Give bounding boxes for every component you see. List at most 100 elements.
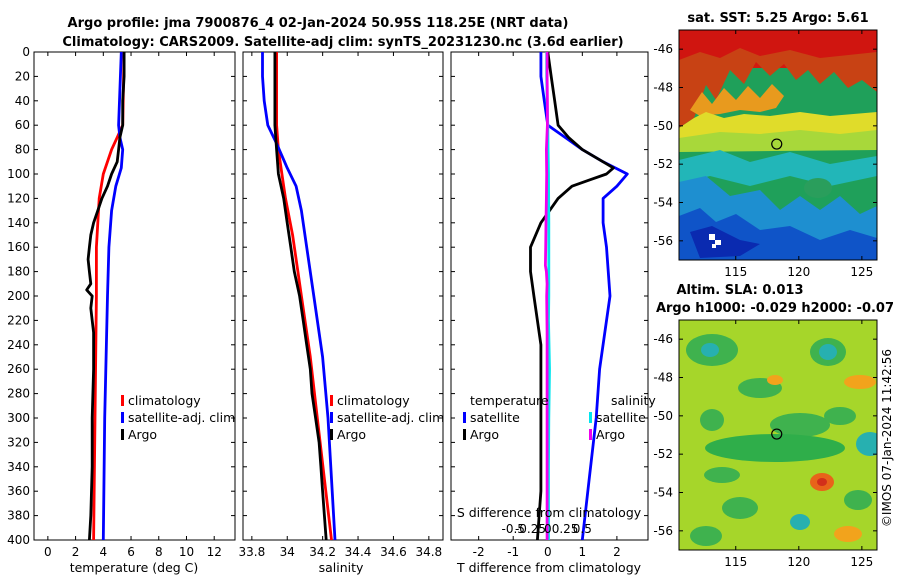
depth-tick-label: 220 (7, 313, 30, 327)
legend-label: Argo (128, 427, 157, 442)
sst-map-ticks: -46 -48 -50 -52 -54 -56 115 120 125 (653, 30, 877, 279)
salinity-depth-ticks (243, 51, 443, 541)
depth-tick-label: 280 (7, 387, 30, 401)
map-lat-tick-label: -46 (653, 42, 673, 56)
sla-map-frame (678, 319, 878, 551)
depth-tick-label: 140 (7, 216, 30, 230)
x-tick-label: 34.4 (345, 545, 372, 559)
temperature-series (85, 51, 126, 541)
sla-map-title-line1: Altim. SLA: 0.013 (677, 283, 804, 298)
series-line-climatology (275, 52, 333, 541)
salinity-xlabel: salinity (319, 560, 364, 575)
depth-tick-label: 300 (7, 411, 30, 425)
legend-temperature-title: temperature (470, 393, 549, 408)
legend-label: satellite (470, 410, 520, 425)
depth-tick-label: 120 (7, 191, 30, 205)
map-lat-tick-label: -56 (653, 234, 673, 248)
difference-depth-ticks (451, 51, 648, 541)
x-tick-label: 8 (155, 545, 163, 559)
legend-swatch (330, 429, 333, 440)
legend-label: Argo (596, 427, 625, 442)
x-tick-label: 34.6 (380, 545, 407, 559)
x-tick-label: 34.8 (415, 545, 442, 559)
imos-watermark: ©IMOS 07-Jan-2024 11:42:56 (880, 349, 894, 527)
salinity-panel: 33.8 34 34.2 34.4 34.6 34.8 salinity climatol… (238, 51, 444, 575)
sst-map-image (679, 30, 877, 260)
difference-panel: -2 -1 0 1 2 S difference from climatology -0… (450, 51, 656, 575)
x-tick-label: 34 (280, 545, 295, 559)
depth-tick-label: 260 (7, 362, 30, 376)
salinity-difference-ticks: -0.5-0.250 0.250.5 (501, 522, 591, 536)
sla-map-image (679, 320, 877, 550)
depth-tick-label: 320 (7, 435, 30, 449)
difference-x-ticks: -2 -1 0 1 2 (473, 52, 621, 559)
salinity-difference-tick-label: 0.25 (552, 522, 579, 536)
map-lon-tick-label: 120 (787, 555, 810, 569)
legend-swatch (330, 395, 333, 406)
salinity-series (261, 52, 337, 541)
map-lat-tick-label: -52 (653, 447, 673, 461)
x-tick-label: 34.2 (309, 545, 336, 559)
x-tick-label: 4 (99, 545, 107, 559)
map-lat-tick-label: -56 (653, 524, 673, 538)
map-lat-tick-label: -48 (653, 371, 673, 385)
x-tick-label: 12 (207, 545, 222, 559)
legend-label: satellite-adj. clim (128, 410, 235, 425)
salinity-axes-frame (242, 51, 444, 541)
depth-tick-label: 340 (7, 460, 30, 474)
depth-tick-label: 100 (7, 167, 30, 181)
legend-swatch (121, 395, 124, 406)
map-lon-tick-label: 115 (724, 265, 747, 279)
series-line-satellite-adj-clim (101, 51, 125, 541)
sla-map-title-line2: Argo h1000: -0.029 h2000: -0.07 (656, 301, 894, 316)
temperature-x-ticks: 0 2 4 6 8 10 12 (44, 52, 222, 559)
sla-map-ticks: -46 -48 -50 -52 -54 -56 115 120 125 (653, 320, 877, 569)
x-tick-label: 0 (44, 545, 52, 559)
legend-label: satellite (596, 410, 646, 425)
depth-tick-label: 80 (15, 143, 30, 157)
series-line-temperature-satellite (539, 52, 629, 541)
temperature-panel: 0204060801001201401601802002202402602803… (7, 45, 236, 575)
map-lon-tick-label: 125 (850, 555, 873, 569)
temperature-xlabel: temperature (deg C) (70, 560, 199, 575)
x-tick-label: -2 (473, 545, 485, 559)
map-lon-tick-label: 115 (724, 555, 747, 569)
depth-tick-label: 380 (7, 509, 30, 523)
map-lon-tick-label: 120 (787, 265, 810, 279)
sla-map-panel: Altim. SLA: 0.013 Argo h1000: -0.029 h20… (653, 283, 894, 569)
depth-tick-label: 360 (7, 484, 30, 498)
legend-label: satellite-adj. clim (337, 410, 444, 425)
legend-label: climatology (337, 393, 410, 408)
x-tick-label: 6 (127, 545, 135, 559)
map-lat-tick-label: -46 (653, 332, 673, 346)
depth-tick-label: 400 (7, 533, 30, 547)
x-tick-label: 1 (579, 545, 587, 559)
temperature-depth-ticks: 0 20 40 60 80 100 120 140 160 180 200 220 240 260 280 3… (7, 45, 235, 547)
series-line-salinity-argo (544, 52, 549, 540)
salinity-x-ticks: 33.8 34 34.2 34.4 34.6 34.8 (238, 52, 442, 559)
legend-swatch (589, 412, 592, 423)
temperature-legend: climatology satellite-adj. clim Argo (121, 393, 235, 442)
map-lat-tick-label: -48 (653, 81, 673, 95)
series-line-satellite-adj-clim (261, 52, 337, 541)
difference-xlabel: T difference from climatology (456, 560, 642, 575)
salinity-difference-tick-label: -0.25 (515, 522, 546, 536)
depth-tick-label: 180 (7, 265, 30, 279)
legend-swatch (589, 429, 592, 440)
legend-label: Argo (470, 427, 499, 442)
map-lat-tick-label: -52 (653, 157, 673, 171)
figure-title-line2: Climatology: CARS2009. Satellite-adj cli… (62, 35, 623, 50)
map-lat-tick-label: -54 (653, 486, 673, 500)
depth-tick-label: 20 (15, 69, 30, 83)
legend-label: climatology (128, 393, 201, 408)
depth-tick-label: 60 (15, 118, 30, 132)
depth-tick-label: 200 (7, 289, 30, 303)
difference-legend: temperature satellite Argo salinity satellit… (463, 393, 656, 442)
sla-argo-location-marker (771, 428, 783, 440)
depth-tick-label: 40 (15, 94, 30, 108)
temperature-axes-frame (33, 51, 236, 541)
sst-argo-location-marker (771, 138, 783, 150)
difference-series (529, 51, 629, 541)
legend-swatch (330, 412, 333, 423)
